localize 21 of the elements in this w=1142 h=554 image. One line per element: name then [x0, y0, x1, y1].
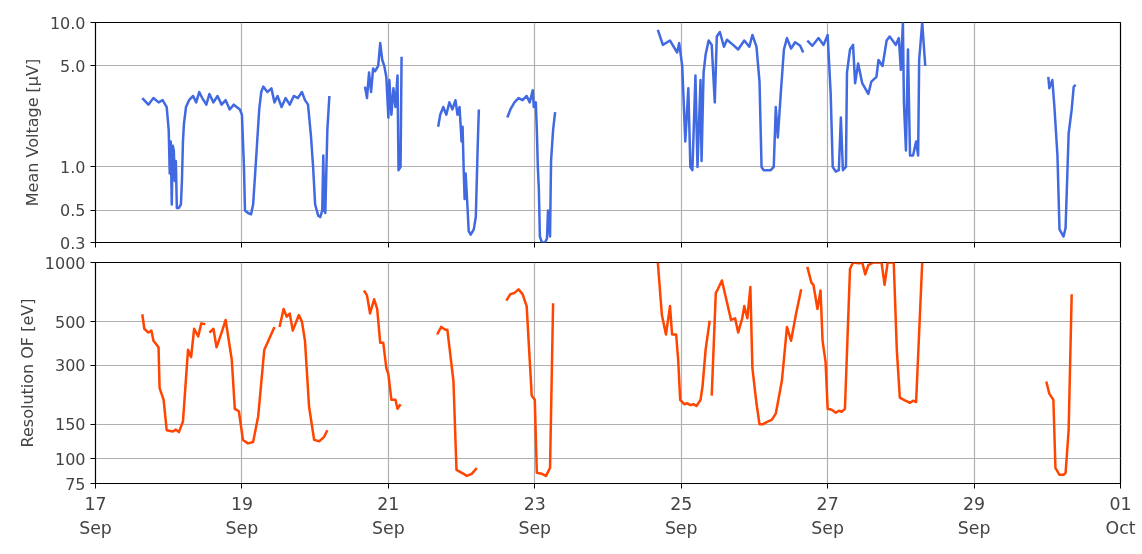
- x-tick-label: 19 Sep: [225, 493, 259, 538]
- x-tick-label: 29 Sep: [957, 493, 991, 538]
- x-tick-label: 17 Sep: [79, 493, 112, 538]
- x-tick-label: 21 Sep: [372, 493, 405, 538]
- x-tick-label: 01 Oct: [1105, 493, 1136, 538]
- y-tick-label: 1000: [44, 253, 86, 273]
- y-tick-label: 0.5: [60, 201, 86, 221]
- y-tick-label: 1.0: [60, 157, 86, 177]
- y-tick-label: 0.3: [60, 233, 86, 253]
- y-tick-label: 500: [54, 312, 86, 332]
- y-tick-label: 100: [54, 449, 86, 469]
- y-tick-label: 5.0: [60, 56, 86, 76]
- x-tick-label: 27 Sep: [811, 493, 844, 538]
- y-axis-title: Resolution OF [eV]: [17, 298, 37, 448]
- x-tick-label: 25 Sep: [664, 493, 698, 538]
- y-tick-label: 300: [54, 356, 86, 376]
- x-tick-label: 23 Sep: [518, 493, 552, 538]
- y-tick-label: 150: [54, 415, 86, 435]
- y-axis-title: Mean Voltage [μV]: [22, 58, 42, 207]
- y-tick-label: 10.0: [49, 13, 86, 33]
- y-tick-label: 75: [65, 474, 86, 494]
